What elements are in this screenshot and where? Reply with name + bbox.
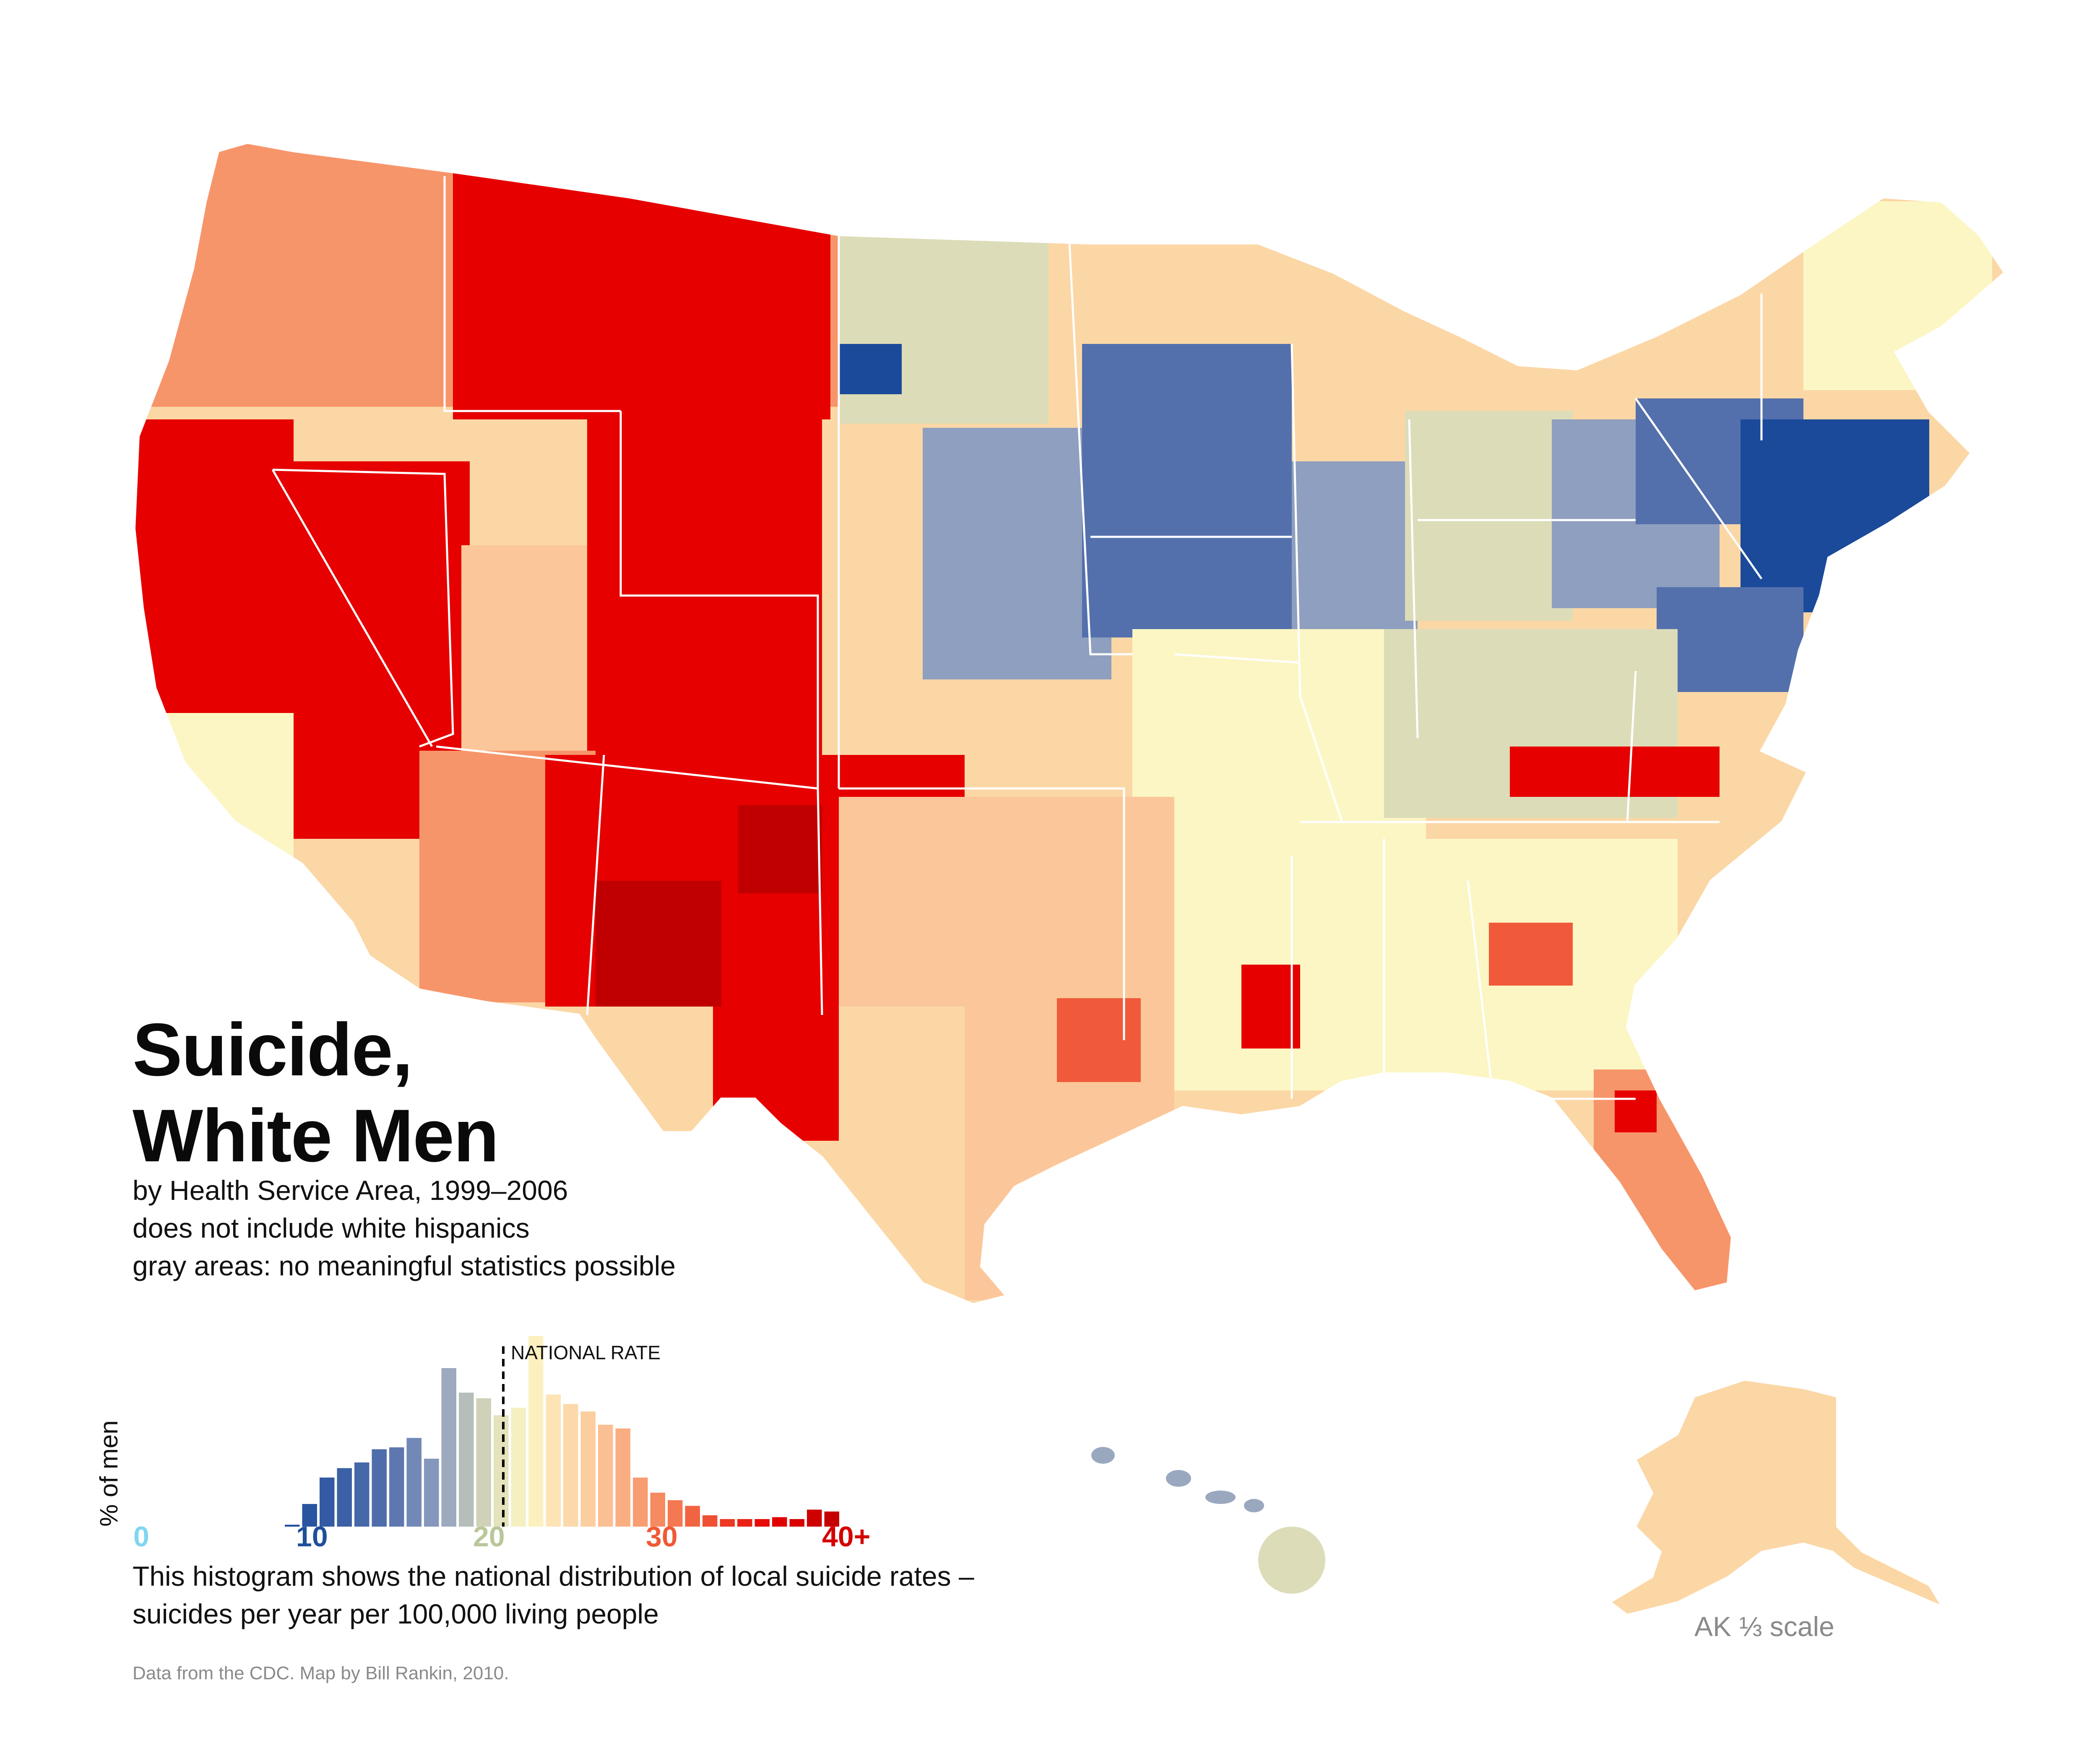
histogram-bar — [824, 1512, 839, 1527]
histogram-bar — [337, 1468, 352, 1527]
histogram-bar — [685, 1506, 700, 1527]
hawaii-islands — [1091, 1447, 1325, 1594]
histogram-caption-line-2: suicides per year per 100,000 living peo… — [133, 1598, 659, 1629]
histogram-bar — [546, 1395, 561, 1527]
central-texas-area — [1057, 998, 1141, 1082]
histogram-bar — [807, 1509, 822, 1527]
histogram-bar — [459, 1392, 474, 1527]
map-title: Suicide, White Men — [133, 1007, 499, 1179]
x-tick-30: 30 — [646, 1521, 678, 1553]
histogram-bar — [511, 1408, 526, 1527]
histogram-bar — [528, 1336, 544, 1527]
title-line-2: White Men — [133, 1094, 499, 1177]
national-rate-label: NATIONAL RATE — [511, 1342, 661, 1363]
sw-new-mexico-region — [596, 881, 721, 1007]
state-borders — [271, 176, 1763, 1100]
alaska-scale-label: AK ⅓ scale — [1694, 1611, 1834, 1642]
alaska-shape — [1609, 1379, 1944, 1616]
histogram-bar — [789, 1519, 804, 1527]
histogram-bar — [302, 1504, 317, 1527]
nebraska-kansas-region — [923, 428, 1111, 679]
histogram-bar — [702, 1515, 718, 1527]
histogram-bar — [424, 1459, 439, 1527]
mississippi-red-area — [1241, 965, 1300, 1049]
histogram-bar — [772, 1517, 787, 1527]
histogram-bar — [354, 1462, 369, 1527]
histogram-bar — [737, 1519, 752, 1527]
ne-new-mexico-region — [738, 805, 822, 893]
histogram-bar — [650, 1493, 665, 1527]
x-tick-0: 0 — [133, 1521, 149, 1553]
wyoming-colorado-region — [587, 398, 822, 776]
georgia-orange-area — [1489, 923, 1573, 986]
histogram-bar — [563, 1404, 578, 1527]
data-credit: Data from the CDC. Map by Bill Rankin, 2… — [133, 1663, 509, 1683]
histogram-bar — [406, 1438, 421, 1527]
histogram-caption-line-1: This histogram shows the national distri… — [133, 1561, 974, 1592]
histogram-bar — [320, 1478, 335, 1527]
histogram-bar — [494, 1415, 509, 1527]
subtitle-line-3: gray areas: no meaningful statistics pos… — [133, 1250, 676, 1281]
histogram-bar — [372, 1449, 387, 1527]
x-tick-40plus: 40+ — [822, 1521, 871, 1553]
histogram-bar — [389, 1447, 404, 1527]
subtitle-line-1: by Health Service Area, 1999–2006 — [133, 1175, 568, 1206]
subtitle-line-2: does not include white hispanics — [133, 1212, 530, 1244]
florida-red-area — [1615, 1090, 1657, 1132]
title-line-1: Suicide, — [133, 1008, 413, 1091]
histogram-bar — [580, 1411, 596, 1527]
x-tick-10: 10 — [296, 1521, 328, 1553]
tennessee-red-band — [1510, 747, 1720, 797]
histogram-bar — [755, 1519, 770, 1527]
histogram-bar — [441, 1368, 456, 1527]
histogram-bar — [476, 1398, 491, 1527]
x-tick-20: 20 — [473, 1521, 505, 1553]
maryland-region — [1657, 587, 1803, 692]
north-dakota-blue-area — [839, 344, 902, 394]
histogram-bar — [633, 1478, 648, 1527]
histogram-bar — [668, 1500, 683, 1527]
minnesota-iowa-region — [1082, 344, 1292, 637]
histogram-bars — [285, 1336, 839, 1527]
histogram-bar — [720, 1519, 735, 1527]
histogram-bar — [598, 1425, 613, 1527]
histogram-bar — [615, 1428, 630, 1527]
histogram-ylabel: % of men — [95, 1421, 123, 1527]
michigan-indiana-region — [1405, 411, 1573, 621]
histogram-bar — [285, 1525, 300, 1527]
